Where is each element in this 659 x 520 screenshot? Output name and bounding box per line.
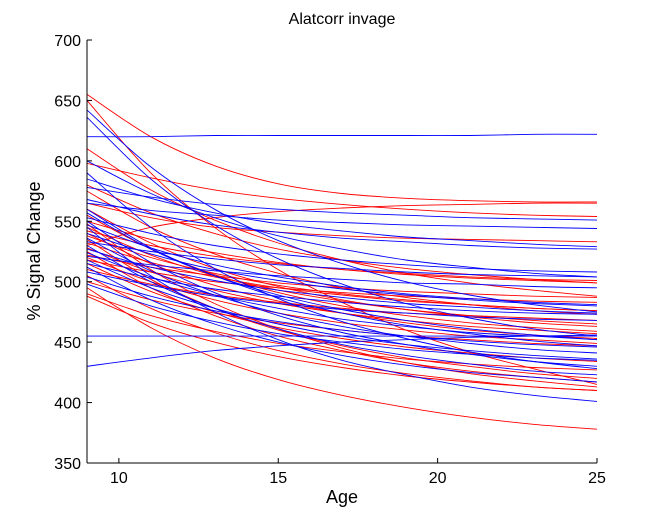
y-axis-ticks: 350 400 450 500 550 600 650 700 [54, 33, 92, 473]
y-tick-label: 450 [54, 335, 81, 352]
series-line-blue-52 [86, 271, 598, 321]
series-line-red-30 [86, 208, 598, 327]
series-line-red-16 [86, 202, 598, 246]
y-tick-label: 700 [54, 33, 81, 50]
series-line-blue-60 [86, 212, 598, 341]
series-line-red-27 [86, 293, 598, 371]
series-line-blue-47 [86, 252, 598, 341]
plot-area [86, 94, 598, 430]
series-line-blue-46 [86, 248, 598, 314]
axes [86, 40, 597, 464]
x-tick-label: 15 [269, 470, 287, 487]
series-line-blue-37 [86, 208, 598, 347]
series-line-blue-41 [86, 226, 598, 402]
x-tick-label: 25 [588, 470, 606, 487]
y-axis-label: % Signal Change [24, 181, 44, 320]
series-line-blue-48 [86, 255, 598, 289]
series-line-blue-42 [86, 232, 598, 307]
series-line-red-23 [86, 269, 598, 321]
series-line-blue-59 [86, 172, 598, 370]
series-line-blue-31 [86, 133, 598, 138]
series-line-blue-45 [86, 245, 598, 376]
series-line-red-18 [86, 251, 598, 383]
series-line-blue-51 [86, 266, 598, 383]
series-line-blue-44 [86, 241, 598, 278]
series-line-blue-38 [86, 217, 598, 273]
series-line-red-21 [86, 259, 598, 303]
y-tick-label: 400 [54, 396, 81, 413]
x-axis-ticks: 10 15 20 25 [110, 458, 606, 487]
series-line-blue-56 [86, 334, 598, 367]
series-line-blue-34 [86, 160, 598, 278]
series-line-red-9 [86, 223, 598, 388]
y-tick-label: 650 [54, 93, 81, 110]
series-line-blue-53 [86, 276, 598, 348]
y-tick-label: 350 [54, 456, 81, 473]
y-tick-label: 600 [54, 154, 81, 171]
series-line-blue-43 [86, 237, 598, 354]
series-line-blue-49 [86, 259, 598, 360]
y-tick-label: 500 [54, 275, 81, 292]
series-line-red-11 [86, 230, 598, 281]
series-line-blue-54 [86, 283, 598, 361]
chart-title: Alatcorr invage [289, 11, 396, 28]
series-line-red-1 [86, 94, 598, 203]
x-axis-label: Age [326, 487, 358, 507]
series-line-blue-58 [86, 202, 598, 229]
x-tick-label: 20 [429, 470, 447, 487]
series-line-blue-32 [86, 109, 598, 313]
series-line-blue-40 [86, 224, 598, 306]
series-line-blue-33 [86, 116, 598, 337]
series-line-red-26 [86, 287, 598, 430]
series-line-blue-36 [86, 199, 598, 250]
series-line-red-6 [86, 202, 598, 243]
x-tick-label: 10 [110, 470, 128, 487]
series-line-red-28 [86, 295, 598, 391]
y-tick-label: 550 [54, 214, 81, 231]
series-line-blue-50 [86, 263, 598, 315]
series-line-blue-57 [86, 186, 598, 221]
series-line-blue-35 [86, 178, 598, 248]
series-line-red-22 [86, 263, 598, 362]
series-line-red-4 [86, 162, 598, 217]
